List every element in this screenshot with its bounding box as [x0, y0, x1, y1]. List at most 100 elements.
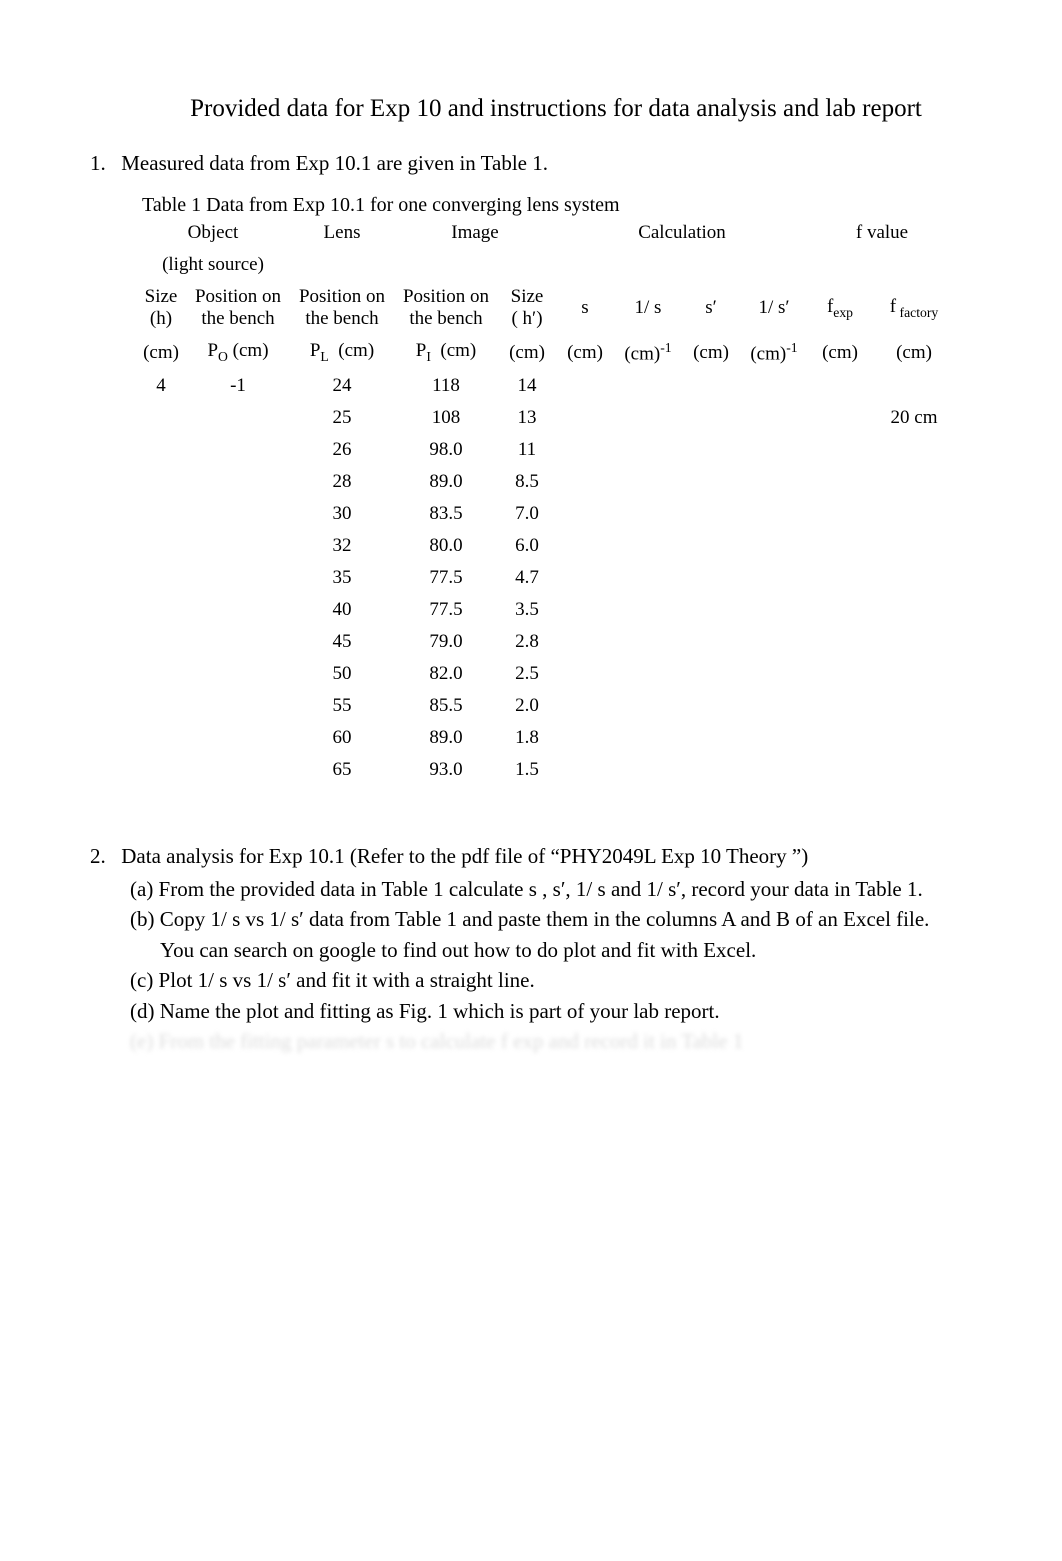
cell-pl: 26: [290, 434, 394, 466]
header-row-units: (cm) PO (cm) PL (cm) PI (cm) (cm) (cm) (…: [136, 335, 956, 370]
data-table: Object Lens Image Calculation f value (l…: [136, 217, 956, 786]
cell-pl: 60: [290, 722, 394, 754]
cell-size-h: [136, 594, 186, 626]
section-2-num: 2.: [90, 841, 116, 871]
cell-ffactory: [872, 370, 956, 402]
cell-pi: 93.0: [394, 754, 498, 786]
cell-ffactory: 20 cm: [872, 402, 956, 434]
cell-pi: 80.0: [394, 530, 498, 562]
cell-s: [556, 466, 614, 498]
cell-pi: 89.0: [394, 466, 498, 498]
cell-pl: 55: [290, 690, 394, 722]
cell-sprime: [682, 690, 740, 722]
cell-pl: 25: [290, 402, 394, 434]
cell-1sprime: [740, 370, 808, 402]
unit-sprime: (cm): [682, 335, 740, 370]
cell-size-h: [136, 722, 186, 754]
table-row: 2698.011: [136, 434, 956, 466]
hdr-lens: Lens: [290, 217, 394, 249]
cell-po: [186, 690, 290, 722]
cell-fexp: [808, 690, 872, 722]
section-2-lead: Data analysis for Exp 10.1 (Refer to the…: [121, 844, 808, 868]
hdr-size-h: Size (h): [136, 281, 186, 335]
cell-hprime: 13: [498, 402, 556, 434]
instr-hidden: (e) From the fitting parameter s to calc…: [90, 1026, 992, 1056]
cell-1s: [614, 530, 682, 562]
cell-sprime: [682, 466, 740, 498]
cell-pi: 85.5: [394, 690, 498, 722]
cell-po: [186, 402, 290, 434]
hdr-sprime: s′: [682, 281, 740, 335]
cell-ffactory: [872, 434, 956, 466]
cell-fexp: [808, 594, 872, 626]
cell-ffactory: [872, 530, 956, 562]
cell-hprime: 4.7: [498, 562, 556, 594]
header-row-groups: Object Lens Image Calculation f value: [136, 217, 956, 249]
cell-1sprime: [740, 466, 808, 498]
cell-sprime: [682, 498, 740, 530]
table-row: 3083.57.0: [136, 498, 956, 530]
cell-size-h: 4: [136, 370, 186, 402]
unit-ffactory: (cm): [872, 335, 956, 370]
cell-hprime: 1.8: [498, 722, 556, 754]
header-row-light: (light source): [136, 249, 956, 281]
hdr-fexp: fexp: [808, 281, 872, 335]
cell-sprime: [682, 370, 740, 402]
cell-s: [556, 722, 614, 754]
hdr-1sprime: 1/ s′: [740, 281, 808, 335]
cell-ffactory: [872, 658, 956, 690]
hdr-s: s: [556, 281, 614, 335]
table-row: 6593.01.5: [136, 754, 956, 786]
cell-pi: 118: [394, 370, 498, 402]
cell-po: [186, 626, 290, 658]
cell-pl: 40: [290, 594, 394, 626]
cell-1s: [614, 562, 682, 594]
cell-pl: 65: [290, 754, 394, 786]
cell-po: [186, 466, 290, 498]
hdr-object: Object: [136, 217, 290, 249]
cell-1s: [614, 466, 682, 498]
cell-sprime: [682, 530, 740, 562]
cell-size-h: [136, 402, 186, 434]
unit-pi: PI (cm): [394, 335, 498, 370]
cell-hprime: 6.0: [498, 530, 556, 562]
cell-1sprime: [740, 690, 808, 722]
unit-po: PO (cm): [186, 335, 290, 370]
page-title: Provided data for Exp 10 and instruction…: [80, 95, 992, 123]
hdr-ffactory: f factory: [872, 281, 956, 335]
hdr-size-img: Size ( h′): [498, 281, 556, 335]
cell-1sprime: [740, 498, 808, 530]
hdr-fvalue: f value: [808, 217, 956, 249]
cell-pl: 45: [290, 626, 394, 658]
cell-pl: 35: [290, 562, 394, 594]
instr-b2: You can search on google to find out how…: [90, 935, 992, 965]
table-caption: Table 1 Data from Exp 10.1 for one conve…: [142, 194, 992, 217]
cell-po: [186, 530, 290, 562]
cell-1s: [614, 370, 682, 402]
unit-h: (cm): [136, 335, 186, 370]
cell-po: [186, 722, 290, 754]
table-row: 5585.52.0: [136, 690, 956, 722]
cell-1sprime: [740, 530, 808, 562]
cell-fexp: [808, 530, 872, 562]
cell-sprime: [682, 562, 740, 594]
cell-po: -1: [186, 370, 290, 402]
cell-1sprime: [740, 626, 808, 658]
table-row: 2889.08.5: [136, 466, 956, 498]
cell-1sprime: [740, 658, 808, 690]
table-row: 4579.02.8: [136, 626, 956, 658]
hdr-1s: 1/ s: [614, 281, 682, 335]
cell-1s: [614, 498, 682, 530]
cell-pi: 77.5: [394, 562, 498, 594]
cell-hprime: 14: [498, 370, 556, 402]
cell-s: [556, 658, 614, 690]
table-row: 4-12411814: [136, 370, 956, 402]
cell-hprime: 11: [498, 434, 556, 466]
cell-hprime: 7.0: [498, 498, 556, 530]
cell-1sprime: [740, 594, 808, 626]
cell-1sprime: [740, 722, 808, 754]
cell-s: [556, 754, 614, 786]
cell-sprime: [682, 722, 740, 754]
hdr-pos-lens: Position on the bench: [290, 281, 394, 335]
cell-ffactory: [872, 594, 956, 626]
